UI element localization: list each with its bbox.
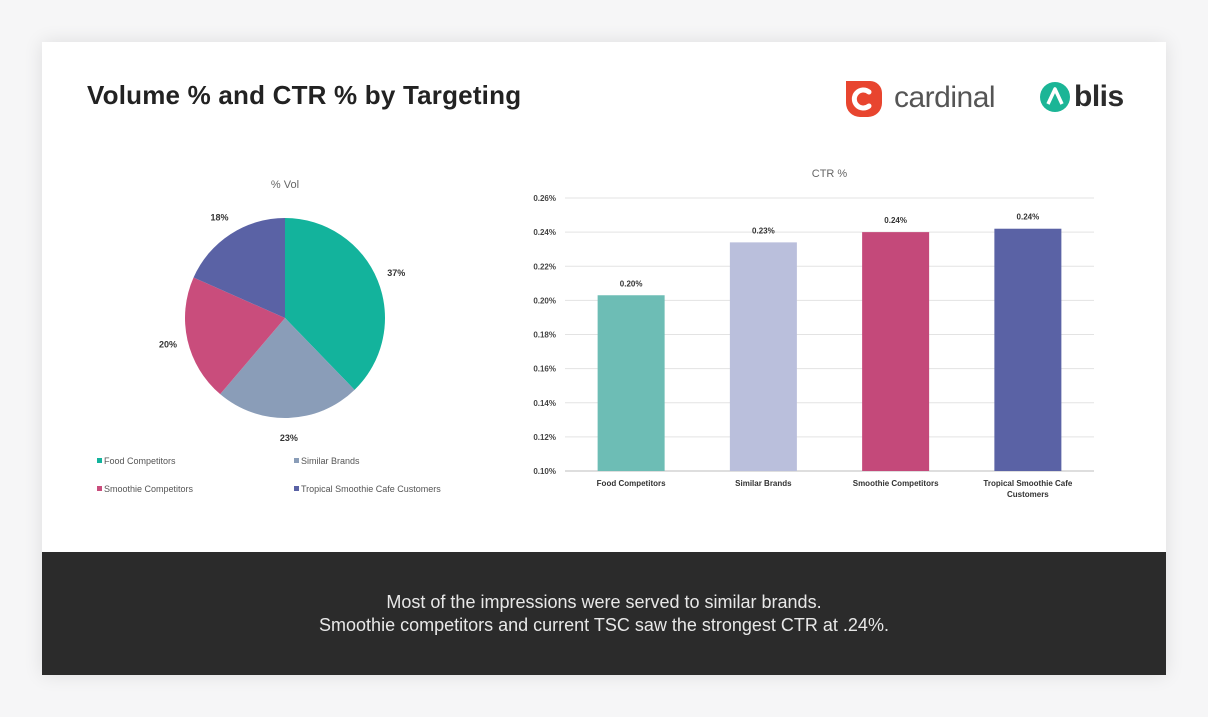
slide-title: Volume % and CTR % by Targeting xyxy=(87,80,522,110)
pie-legend-item-tropical-smoothie-cafe-customers: Tropical Smoothie Cafe Customers xyxy=(294,484,441,494)
bar-chart-title: CTR % xyxy=(812,168,848,180)
x-tick-label: Food Competitors xyxy=(597,479,666,488)
cardinal-c-mark-icon xyxy=(846,81,882,117)
cardinal-logo: cardinal xyxy=(842,77,996,119)
y-tick-label: 0.14% xyxy=(533,399,556,408)
y-tick-label: 0.12% xyxy=(533,433,556,442)
bar-food-competitors xyxy=(597,295,665,471)
legend-swatch xyxy=(97,486,102,491)
y-tick-label: 0.22% xyxy=(533,262,556,271)
pie-legend-item-food-competitors: Food Competitors xyxy=(97,456,176,466)
blis-logo-text: blis xyxy=(1074,80,1124,113)
y-tick-label: 0.20% xyxy=(533,296,556,305)
cardinal-logo-text: cardinal xyxy=(894,81,996,114)
pie-legend-item-smoothie-competitors: Smoothie Competitors xyxy=(97,484,194,494)
x-tick-label: Smoothie Competitors xyxy=(853,479,939,488)
x-tick-label: Similar Brands xyxy=(735,479,792,488)
bar-data-label: 0.24% xyxy=(884,216,907,225)
bar-data-label: 0.24% xyxy=(1017,213,1040,222)
blis-a-mark-icon xyxy=(1040,82,1070,112)
y-tick-label: 0.24% xyxy=(533,228,556,237)
y-tick-label: 0.26% xyxy=(533,194,556,203)
bar-data-label: 0.23% xyxy=(752,226,775,235)
pie-data-label: 37% xyxy=(387,268,405,278)
summary-banner: Most of the impressions were served to s… xyxy=(42,552,1166,675)
legend-swatch xyxy=(294,458,299,463)
legend-label: Tropical Smoothie Cafe Customers xyxy=(301,484,441,494)
legend-swatch xyxy=(294,486,299,491)
x-tick-label: Tropical Smoothie Cafe xyxy=(983,479,1072,488)
pie-slice-similar-brands xyxy=(220,318,355,419)
bar-smoothie-competitors xyxy=(862,232,930,471)
pie-data-label: 23% xyxy=(280,433,298,443)
bar-data-label: 0.20% xyxy=(620,279,643,288)
pie-data-label: 20% xyxy=(159,340,177,350)
pie-slice-smoothie-competitors xyxy=(184,277,285,395)
summary-line-2: Smoothie competitors and current TSC saw… xyxy=(319,614,889,635)
legend-label: Similar Brands xyxy=(301,456,360,466)
pie-legend-item-similar-brands: Similar Brands xyxy=(294,456,360,466)
summary-line-1: Most of the impressions were served to s… xyxy=(386,591,822,612)
legend-label: Smoothie Competitors xyxy=(104,484,194,494)
bar-tropical-smoothie-cafe-customers xyxy=(994,228,1062,471)
pie-slice-tropical-smoothie-cafe-customers xyxy=(193,217,285,318)
pie-slice-food-competitors xyxy=(285,218,385,390)
y-tick-label: 0.18% xyxy=(533,331,556,340)
pie-data-label: 18% xyxy=(211,212,229,222)
legend-label: Food Competitors xyxy=(104,456,176,466)
legend-swatch xyxy=(97,458,102,463)
pie-chart-title: % Vol xyxy=(271,179,299,191)
y-tick-label: 0.10% xyxy=(533,467,556,476)
bar-similar-brands xyxy=(729,242,797,471)
x-tick-label: Customers xyxy=(1007,490,1049,499)
blis-logo: blis xyxy=(1038,79,1124,115)
y-tick-label: 0.16% xyxy=(533,365,556,374)
